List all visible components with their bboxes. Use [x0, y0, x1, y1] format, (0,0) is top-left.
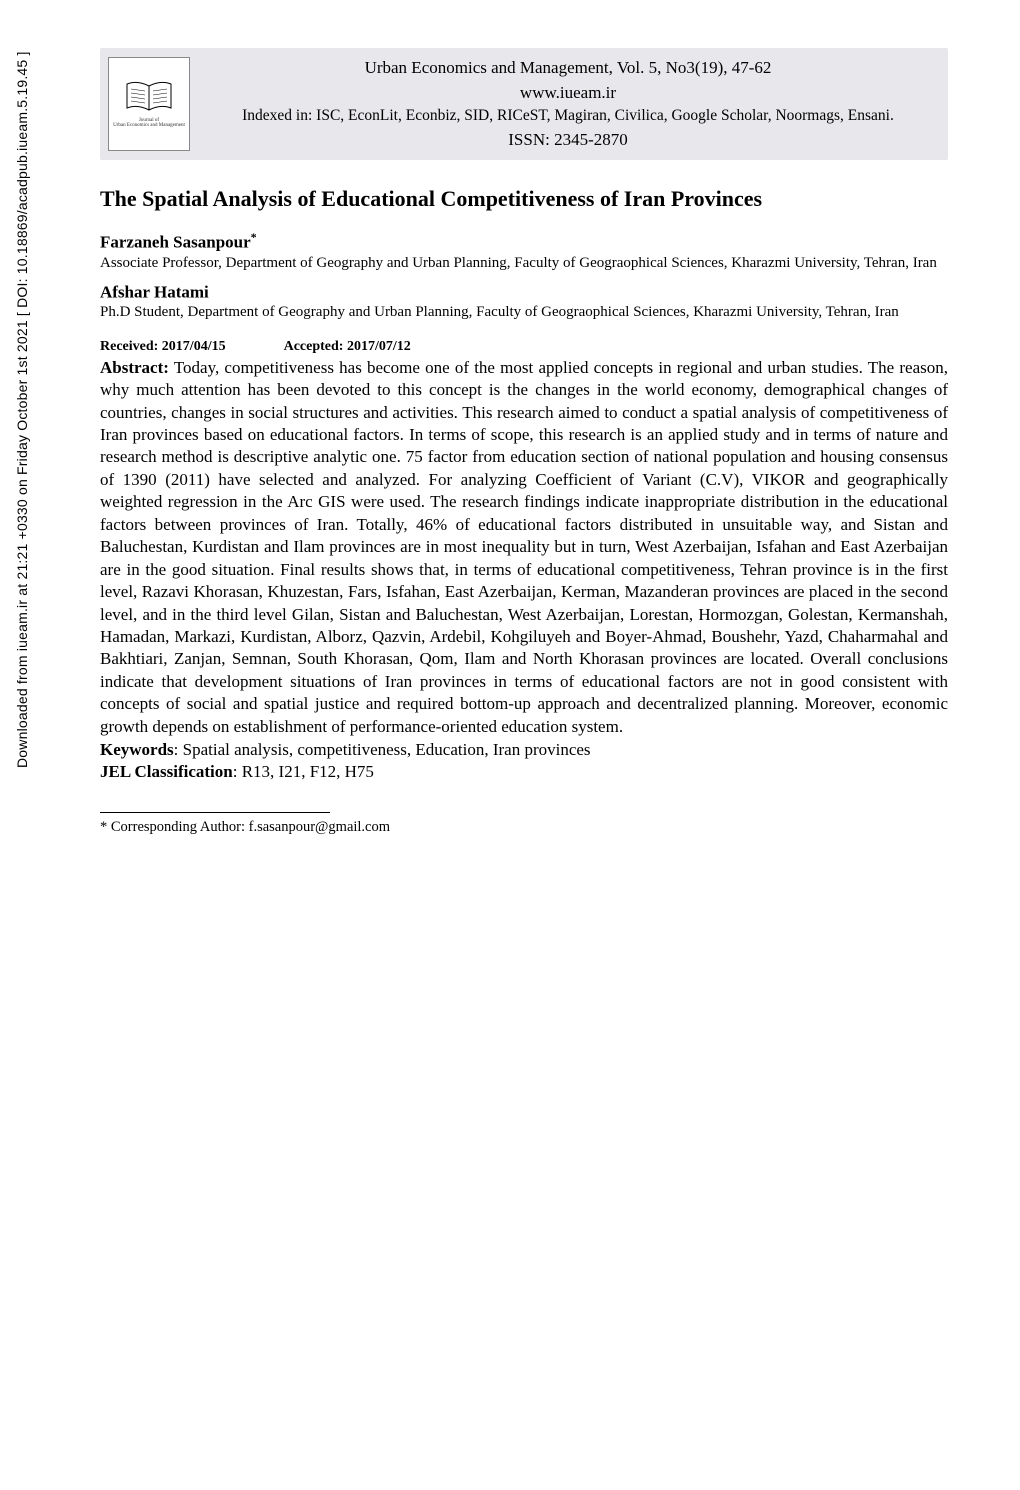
- author-1-name-text: Farzaneh Sasanpour: [100, 233, 251, 252]
- keywords-line: Keywords: Spatial analysis, competitiven…: [100, 740, 948, 760]
- keywords-text: : Spatial analysis, competitiveness, Edu…: [174, 740, 591, 759]
- journal-logo: Journal of Urban Economics and Managemen…: [108, 57, 190, 151]
- download-sidebar-text: Downloaded from iueam.ir at 21:21 +0330 …: [14, 51, 30, 768]
- jel-label: JEL Classification: [100, 762, 233, 781]
- abstract-text: Today, competitiveness has become one of…: [100, 358, 948, 736]
- logo-caption-line1: Journal of: [139, 118, 159, 123]
- author-block: Farzaneh Sasanpour* Associate Professor,…: [100, 230, 948, 273]
- abstract-paragraph: Abstract: Today, competitiveness has bec…: [100, 357, 948, 738]
- author-2-name-text: Afshar Hatami: [100, 282, 209, 301]
- author-affil-1: Associate Professor, Department of Geogr…: [100, 254, 948, 274]
- journal-header-banner: Journal of Urban Economics and Managemen…: [100, 48, 948, 160]
- abstract-label: Abstract:: [100, 358, 169, 377]
- author-name-1: Farzaneh Sasanpour*: [100, 230, 948, 253]
- journal-indexed: Indexed in: ISC, EconLit, Econbiz, SID, …: [204, 105, 932, 127]
- author-name-2: Afshar Hatami: [100, 280, 948, 303]
- journal-header-text: Urban Economics and Management, Vol. 5, …: [204, 56, 932, 152]
- author-block: Afshar Hatami Ph.D Student, Department o…: [100, 280, 948, 323]
- journal-issn: ISSN: 2345-2870: [204, 128, 932, 153]
- jel-text: : R13, I21, F12, H75: [233, 762, 374, 781]
- dates-line: Received: 2017/04/15 Accepted: 2017/07/12: [100, 339, 948, 355]
- book-icon: [125, 80, 173, 114]
- jel-line: JEL Classification: R13, I21, F12, H75: [100, 762, 948, 782]
- logo-caption-line2: Urban Economics and Management: [113, 123, 185, 128]
- corresponding-footnote: * Corresponding Author: f.sasanpour@gmai…: [100, 819, 948, 836]
- journal-title-line: Urban Economics and Management, Vol. 5, …: [204, 56, 932, 81]
- logo-caption: Journal of Urban Economics and Managemen…: [113, 118, 185, 129]
- keywords-label: Keywords: [100, 740, 174, 759]
- author-1-mark: *: [251, 230, 257, 244]
- journal-website: www.iueam.ir: [204, 81, 932, 106]
- accepted-date: Accepted: 2017/07/12: [284, 339, 411, 354]
- received-date: Received: 2017/04/15: [100, 339, 226, 354]
- author-affil-2: Ph.D Student, Department of Geography an…: [100, 303, 948, 323]
- footnote-rule: [100, 812, 330, 813]
- page-content: The Spatial Analysis of Educational Comp…: [100, 186, 948, 836]
- paper-title: The Spatial Analysis of Educational Comp…: [100, 186, 948, 212]
